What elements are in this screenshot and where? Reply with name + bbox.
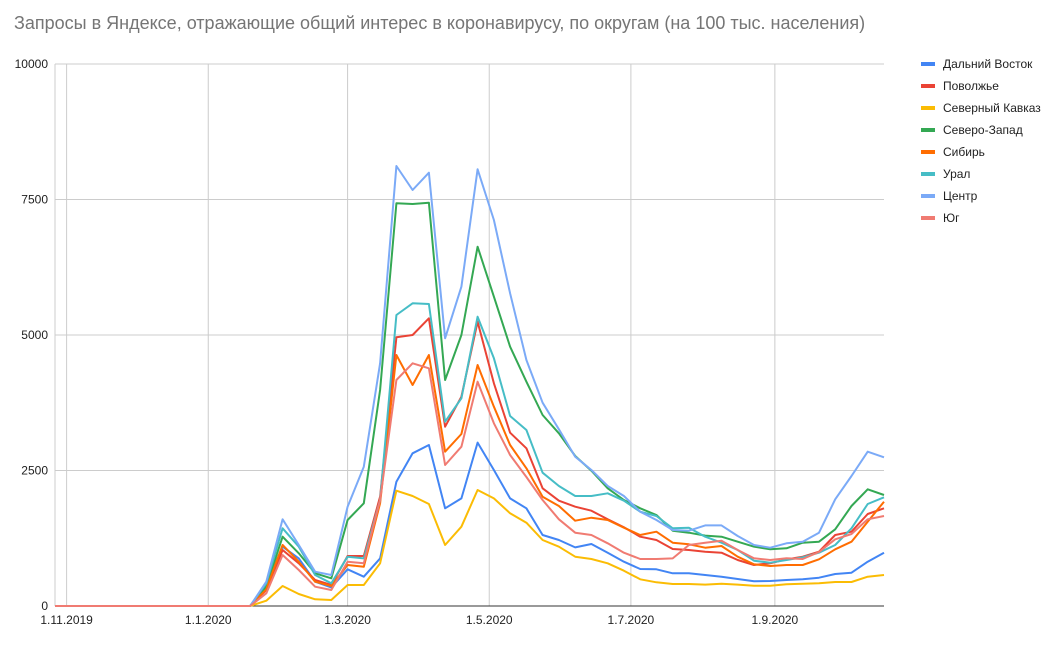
legend-swatch [921, 216, 935, 220]
legend-item[interactable]: Центр [921, 189, 978, 203]
legend-item[interactable]: Юг [921, 211, 960, 225]
legend-label: Урал [943, 167, 970, 181]
legend-swatch [921, 84, 935, 88]
legend-item[interactable]: Северный Кавказ [921, 101, 1041, 115]
legend-swatch [921, 172, 935, 176]
x-tick-label: 1.1.2020 [185, 613, 232, 627]
legend-label: Поволжье [943, 79, 999, 93]
series-line-5 [55, 302, 885, 607]
y-axis-ticks: 0 2500 5000 7500 10000 [15, 57, 49, 613]
legend-item[interactable]: Сибирь [921, 145, 985, 159]
legend-item[interactable]: Урал [921, 167, 970, 181]
legend-label: Юг [943, 211, 960, 225]
series-lines [55, 165, 885, 607]
legend-swatch [921, 150, 935, 154]
y-tick-label: 0 [41, 599, 48, 613]
y-tick-label: 5000 [21, 328, 48, 342]
gridlines [54, 63, 884, 606]
legend-swatch [921, 194, 935, 198]
y-tick-label: 7500 [21, 193, 48, 207]
legend-label: Северо-Запад [943, 123, 1023, 137]
x-tick-label: 1.3.2020 [324, 613, 371, 627]
legend-item[interactable]: Северо-Запад [921, 123, 1023, 137]
legend-swatch [921, 62, 935, 66]
series-line-6 [55, 165, 885, 607]
y-tick-label: 2500 [21, 464, 48, 478]
x-axis-ticks: 1.11.2019 1.1.2020 1.3.2020 1.5.2020 1.7.202… [40, 613, 798, 627]
x-tick-label: 1.9.2020 [752, 613, 799, 627]
series-line-7 [55, 362, 885, 607]
legend-swatch [921, 128, 935, 132]
legend-label: Сибирь [943, 145, 985, 159]
x-tick-label: 1.5.2020 [466, 613, 513, 627]
legend-label: Центр [943, 189, 978, 203]
legend-item[interactable]: Дальний Восток [921, 57, 1033, 71]
chart-title: Запросы в Яндексе, отражающие общий инте… [14, 13, 865, 33]
legend-swatch [921, 106, 935, 110]
series-line-4 [55, 354, 885, 607]
x-tick-label: 1.11.2019 [40, 613, 93, 627]
legend-label: Дальний Восток [943, 57, 1033, 71]
legend-item[interactable]: Поволжье [921, 79, 999, 93]
y-tick-label: 10000 [15, 57, 49, 71]
legend: Дальний Восток Поволжье Северный Кавказ Сев… [921, 57, 1041, 225]
legend-label: Северный Кавказ [943, 101, 1041, 115]
x-tick-label: 1.7.2020 [608, 613, 655, 627]
series-line-0 [55, 441, 885, 607]
